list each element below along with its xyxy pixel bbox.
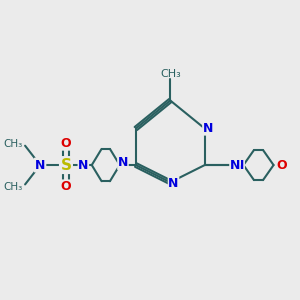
Text: N: N [230,159,240,172]
Text: CH₃: CH₃ [160,69,181,79]
Text: CH₃: CH₃ [4,182,23,192]
Text: N: N [234,159,244,172]
Text: O: O [61,137,71,150]
Text: N: N [203,122,213,135]
Text: N: N [35,159,45,172]
Text: S: S [61,158,71,172]
Text: O: O [277,159,287,172]
Text: N: N [168,177,179,190]
Text: N: N [78,159,88,172]
Text: N: N [118,156,128,170]
Text: CH₃: CH₃ [4,139,23,148]
Text: O: O [61,180,71,193]
